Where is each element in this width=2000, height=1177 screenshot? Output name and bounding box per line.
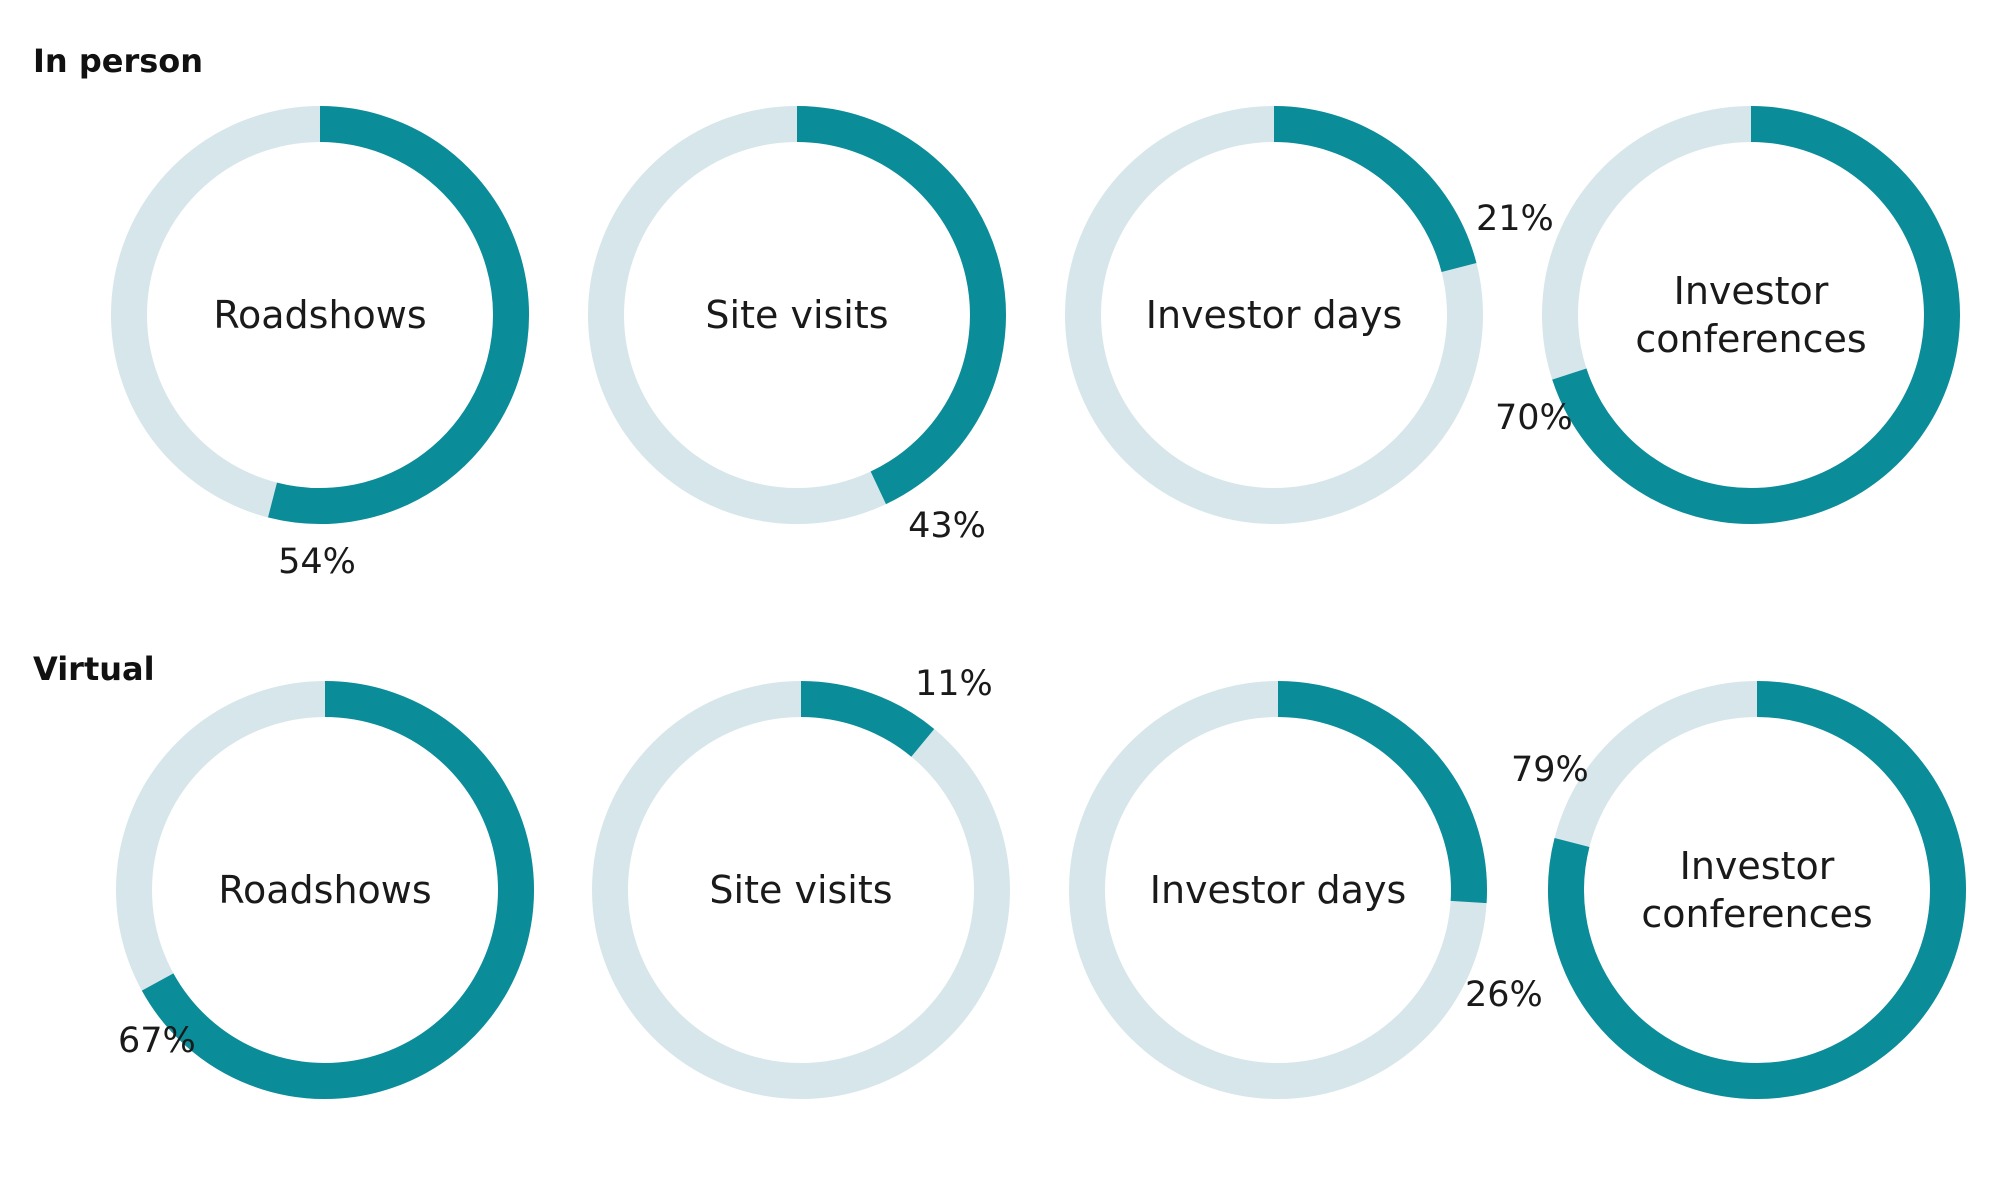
donut-value-label-virtual-roadshows: 67% bbox=[118, 1021, 196, 1061]
donut-value-label-virtual-site-visits: 11% bbox=[915, 664, 993, 704]
donut-virtual-site-visits: Site visits 11% bbox=[592, 664, 1010, 1099]
donut-value-label-in-person-site-visits: 43% bbox=[908, 506, 986, 546]
donut-arc-virtual-roadshows bbox=[141, 681, 534, 1099]
donut-in-person-site-visits: Site visits 43% bbox=[588, 106, 1006, 546]
donut-arc-in-person-site-visits bbox=[796, 106, 1006, 505]
donut-arc-in-person-investor-conferences bbox=[1552, 106, 1960, 524]
donut-arc-virtual-investor-conferences bbox=[1548, 681, 1966, 1099]
donut-label-virtual-roadshows: Roadshows bbox=[218, 868, 431, 912]
donut-label-in-person-investor-days: Investor days bbox=[1146, 293, 1403, 337]
donut-label-in-person-investor-conferences: Investor conferences bbox=[1635, 269, 1866, 361]
donut-label-in-person-site-visits: Site visits bbox=[705, 293, 888, 337]
donut-rings: Roadshows 54% Site visits 43% Investor days 2… bbox=[111, 106, 1966, 1099]
donut-value-label-in-person-roadshows: 54% bbox=[278, 542, 356, 582]
donut-label-virtual-investor-days: Investor days bbox=[1150, 868, 1407, 912]
donut-value-label-in-person-investor-days: 21% bbox=[1476, 199, 1554, 239]
donut-virtual-investor-days: Investor days 26% bbox=[1069, 681, 1543, 1099]
donut-arc-virtual-site-visits bbox=[800, 681, 935, 757]
donut-in-person-investor-days: Investor days 21% bbox=[1065, 106, 1554, 524]
donut-in-person-investor-conferences: Investor conferences 70% bbox=[1495, 106, 1960, 524]
donut-label-virtual-investor-conferences: Investor conferences bbox=[1641, 844, 1872, 936]
section-title-in-person: In person bbox=[33, 42, 203, 80]
donut-label-virtual-site-visits: Site visits bbox=[709, 868, 892, 912]
donut-label-in-person-roadshows: Roadshows bbox=[213, 293, 426, 337]
donut-value-label-virtual-investor-conferences: 79% bbox=[1511, 750, 1589, 790]
donut-arc-in-person-investor-days bbox=[1273, 106, 1477, 273]
section-title-virtual: Virtual bbox=[33, 650, 155, 688]
donut-virtual-roadshows: Roadshows 67% bbox=[116, 681, 534, 1099]
donut-arc-virtual-investor-days bbox=[1277, 681, 1487, 904]
donut-arc-in-person-roadshows bbox=[268, 106, 529, 524]
donut-value-label-in-person-investor-conferences: 70% bbox=[1495, 398, 1573, 438]
donut-in-person-roadshows: Roadshows 54% bbox=[111, 106, 529, 582]
donut-virtual-investor-conferences: Investor conferences 79% bbox=[1511, 681, 1966, 1099]
donut-value-label-virtual-investor-days: 26% bbox=[1465, 975, 1543, 1015]
